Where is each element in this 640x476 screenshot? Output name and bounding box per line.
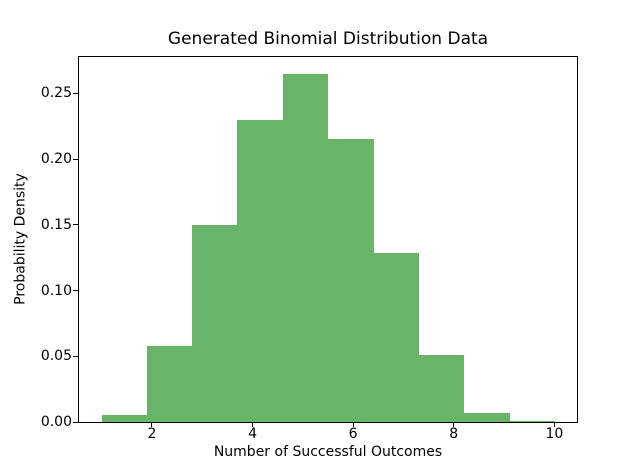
x-axis-label: Number of Successful Outcomes — [213, 444, 443, 460]
y-tick — [73, 290, 78, 292]
chart-title: Generated Binomial Distribution Data — [167, 29, 489, 49]
histogram-bar — [101, 414, 148, 422]
y-tick-label: 0.00 — [40, 414, 72, 430]
plot-area — [78, 56, 578, 423]
y-tick-label: 0.15 — [40, 216, 72, 233]
histogram-bar — [418, 354, 465, 422]
y-tick — [73, 224, 78, 226]
x-tick — [252, 422, 254, 427]
x-tick — [352, 422, 354, 427]
y-tick-label: 0.20 — [40, 151, 72, 168]
histogram-bar — [509, 420, 555, 422]
y-tick — [73, 355, 78, 357]
y-tick — [73, 92, 78, 94]
x-tick-label: 4 — [248, 426, 257, 442]
histogram-bar — [373, 252, 420, 422]
y-tick-label: 0.05 — [40, 348, 72, 365]
x-tick-label: 2 — [147, 426, 157, 442]
histogram-bar — [192, 224, 238, 422]
y-tick-label: 0.25 — [40, 85, 72, 102]
y-tick — [73, 421, 78, 423]
y-tick — [73, 158, 78, 160]
x-tick-label: 6 — [348, 426, 358, 442]
x-tick — [453, 422, 455, 427]
histogram-bar — [463, 413, 510, 422]
histogram-bar — [146, 346, 193, 422]
histogram-bar — [328, 138, 374, 422]
histogram-bar — [282, 74, 329, 422]
y-tick-label: 0.10 — [40, 282, 72, 299]
x-tick — [151, 422, 153, 427]
histogram-bar — [237, 119, 284, 422]
x-tick — [553, 422, 555, 427]
x-tick-label: 10 — [545, 426, 564, 442]
x-tick-label: 8 — [449, 426, 459, 442]
